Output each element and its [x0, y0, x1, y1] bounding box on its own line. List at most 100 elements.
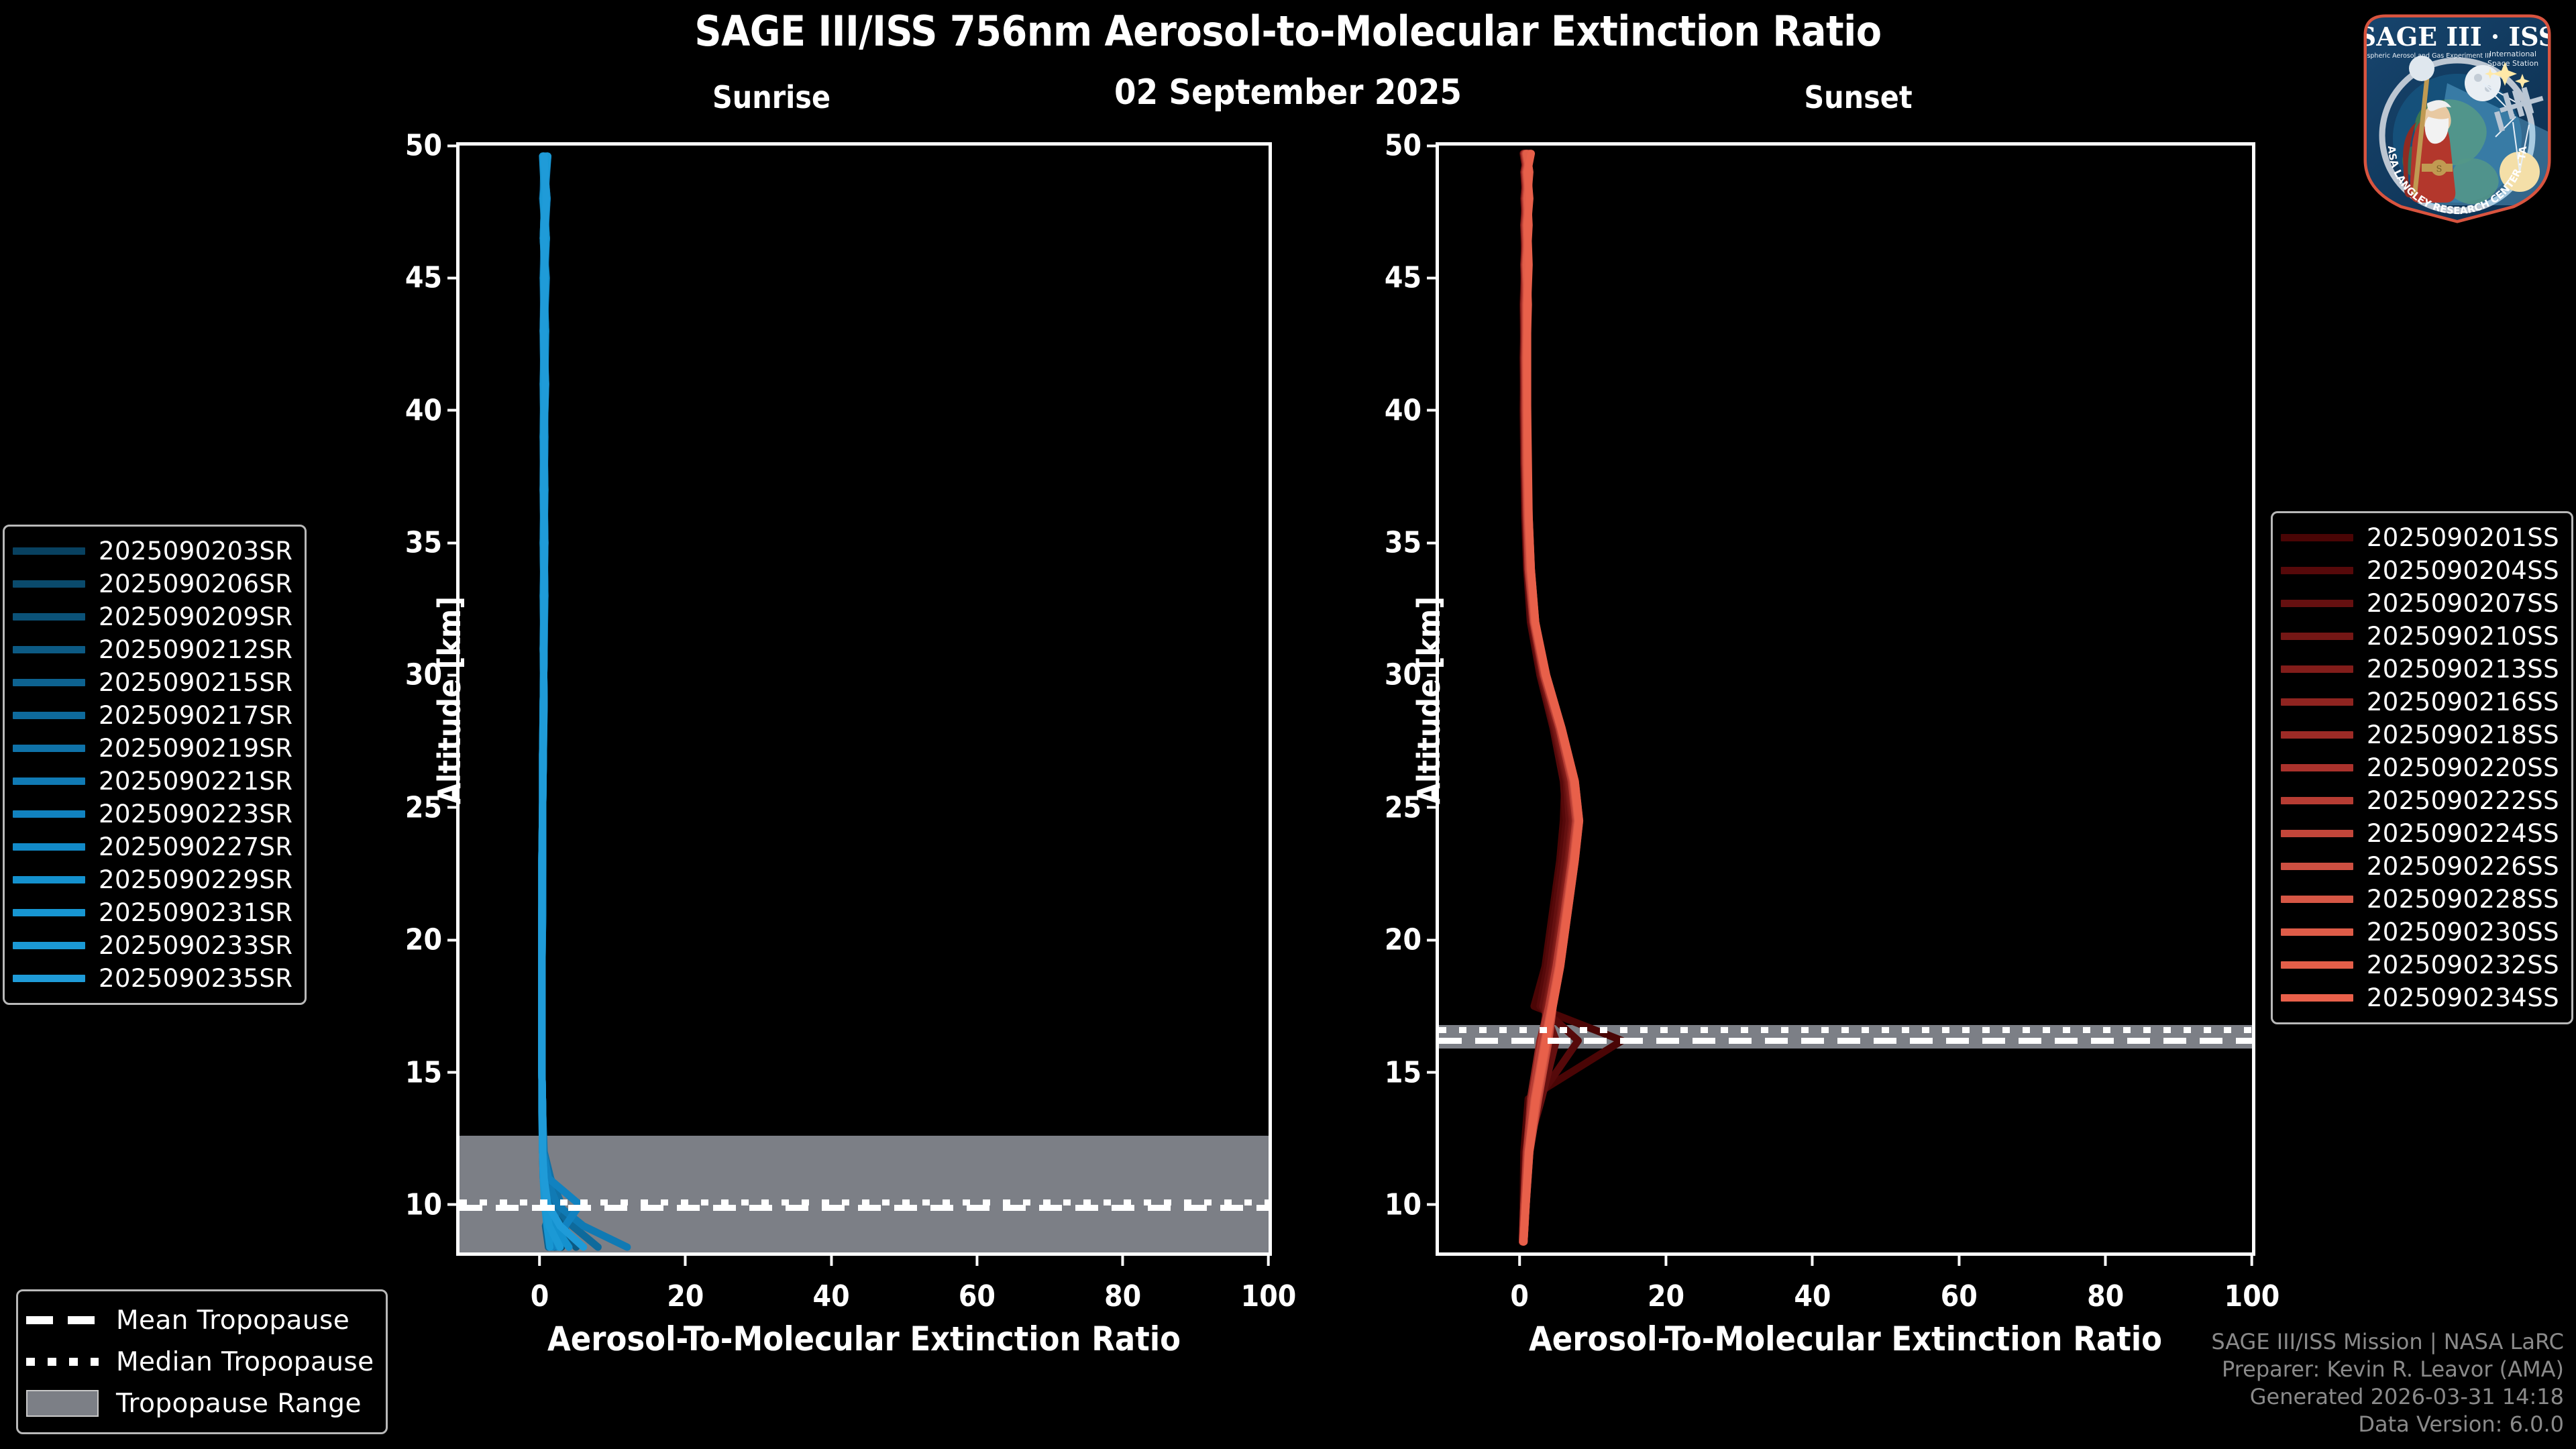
legend-item-2025090224SS[interactable]: 2025090224SS — [2280, 817, 2559, 850]
mean-tropopause-line-icon — [26, 1316, 99, 1324]
legend-label: 2025090231SR — [99, 898, 293, 927]
y-axis-tick-label: 50 — [405, 129, 460, 163]
legend-item-2025090220SS[interactable]: 2025090220SS — [2280, 751, 2559, 784]
legend-item-2025090213SS[interactable]: 2025090213SS — [2280, 653, 2559, 686]
legend-label: 2025090215SR — [99, 668, 293, 697]
svg-text:S: S — [2436, 164, 2443, 174]
legend-item-2025090232SS[interactable]: 2025090232SS — [2280, 949, 2559, 981]
legend-item-2025090230SS[interactable]: 2025090230SS — [2280, 916, 2559, 949]
legend-item-2025090226SS[interactable]: 2025090226SS — [2280, 850, 2559, 883]
y-axis-tick-label: 30 — [405, 658, 460, 692]
legend-label: 2025090204SS — [2366, 556, 2559, 585]
panel-heading-sunset: Sunset — [1804, 79, 1913, 115]
legend-tropopause: Mean Tropopause Median Tropopause Tropop… — [16, 1289, 388, 1434]
x-axis-tick-label: 80 — [1104, 1252, 1141, 1313]
x-axis-tick-label: 0 — [531, 1252, 549, 1313]
legend-color-swatch-icon — [13, 909, 85, 916]
legend-item-2025090234SS[interactable]: 2025090234SS — [2280, 981, 2559, 1014]
legend-item-2025090235SR[interactable]: 2025090235SR — [13, 962, 292, 995]
plot-axes-sunset: 10 15 20 25 30 35 40 45 50 0 20 40 60 80 100 Altitude [… — [1385, 129, 2279, 1359]
legend-label: 2025090220SS — [2366, 753, 2559, 782]
data-curves-sunset — [1519, 150, 1626, 1246]
legend-item-2025090228SS[interactable]: 2025090228SS — [2280, 883, 2559, 916]
y-axis-tick-label: 10 — [405, 1187, 460, 1222]
plot-area-sunset — [1439, 146, 2252, 1252]
legend-item-2025090219SR[interactable]: 2025090219SR — [13, 732, 292, 765]
legend-label: 2025090207SS — [2366, 589, 2559, 618]
legend-item-2025090218SS[interactable]: 2025090218SS — [2280, 718, 2559, 751]
legend-item-2025090233SR[interactable]: 2025090233SR — [13, 929, 292, 962]
legend-item-2025090203SR[interactable]: 2025090203SR — [13, 535, 292, 568]
legend-item-2025090204SS[interactable]: 2025090204SS — [2280, 554, 2559, 587]
legend-color-swatch-icon — [2280, 928, 2353, 936]
legend-item-2025090222SS[interactable]: 2025090222SS — [2280, 784, 2559, 817]
x-axis-tick-label: 80 — [2087, 1252, 2124, 1313]
legend-item-tropopause-range: Tropopause Range — [26, 1383, 374, 1424]
legend-item-2025090216SS[interactable]: 2025090216SS — [2280, 686, 2559, 718]
legend-label: 2025090227SR — [99, 833, 293, 861]
legend-label: 2025090217SR — [99, 701, 293, 730]
legend-label: 2025090221SR — [99, 767, 293, 796]
legend-item-2025090217SR[interactable]: 2025090217SR — [13, 699, 292, 732]
legend-item-2025090212SR[interactable]: 2025090212SR — [13, 633, 292, 666]
legend-color-swatch-icon — [2280, 863, 2353, 870]
legend-item-2025090201SS[interactable]: 2025090201SS — [2280, 521, 2559, 554]
credits-block: SAGE III/ISS Mission | NASA LaRC Prepare… — [2211, 1328, 2564, 1438]
y-axis-tick-label: 20 — [1385, 923, 1439, 957]
tropopause-range-swatch-icon — [26, 1390, 99, 1417]
legend-color-swatch-icon — [13, 646, 85, 653]
legend-item-2025090210SS[interactable]: 2025090210SS — [2280, 620, 2559, 653]
patch-subtitle-left: Stratospheric Aerosol and Gas Experiment… — [2347, 52, 2490, 60]
legend-item-mean-tropopause: Mean Tropopause — [26, 1299, 374, 1341]
plot-area-sunrise — [460, 146, 1269, 1252]
legend-label: 2025090224SS — [2366, 819, 2559, 848]
credits-line-version: Data Version: 6.0.0 — [2358, 1411, 2564, 1438]
legend-item-2025090227SR[interactable]: 2025090227SR — [13, 830, 292, 863]
credits-line-mission: SAGE III/ISS Mission | NASA LaRC — [2211, 1329, 2564, 1355]
legend-color-swatch-icon — [13, 613, 85, 621]
x-axis-label: Aerosol-To-Molecular Extinction Ratio — [1528, 1320, 2163, 1358]
legend-color-swatch-icon — [2280, 600, 2353, 607]
y-axis-tick-label: 35 — [1385, 526, 1439, 560]
legend-color-swatch-icon — [2280, 698, 2353, 706]
legend-item-2025090209SR[interactable]: 2025090209SR — [13, 600, 292, 633]
legend-item-2025090207SS[interactable]: 2025090207SS — [2280, 587, 2559, 620]
panel-heading-sunrise: Sunrise — [712, 79, 831, 115]
legend-color-swatch-icon — [13, 547, 85, 555]
legend-label: Mean Tropopause — [116, 1305, 350, 1336]
x-axis-tick-label: 60 — [1941, 1252, 1978, 1313]
legend-label: 2025090235SR — [99, 964, 293, 993]
y-axis-tick-label: 20 — [405, 923, 460, 957]
legend-item-2025090231SR[interactable]: 2025090231SR — [13, 896, 292, 929]
legend-item-2025090215SR[interactable]: 2025090215SR — [13, 666, 292, 699]
y-axis-label: Altitude [km] — [431, 596, 468, 804]
median-tropopause-line — [1439, 1027, 2252, 1034]
x-axis-tick-label: 100 — [1241, 1252, 1297, 1313]
legend-color-swatch-icon — [2280, 731, 2353, 739]
legend-label: 2025090218SS — [2366, 720, 2559, 749]
legend-item-2025090223SR[interactable]: 2025090223SR — [13, 798, 292, 830]
median-tropopause-line — [460, 1199, 1269, 1205]
legend-color-swatch-icon — [2280, 534, 2353, 541]
legend-label: 2025090213SS — [2366, 655, 2559, 684]
x-axis-tick-label: 100 — [2224, 1252, 2280, 1313]
legend-color-swatch-icon — [13, 745, 85, 752]
plot-axes-sunrise: 10 15 20 25 30 35 40 45 50 0 20 40 60 80 100 Altitude [… — [405, 129, 1296, 1359]
legend-item-2025090229SR[interactable]: 2025090229SR — [13, 863, 292, 896]
legend-label: 2025090232SS — [2366, 951, 2559, 979]
legend-item-2025090206SR[interactable]: 2025090206SR — [13, 568, 292, 600]
legend-color-swatch-icon — [2280, 797, 2353, 804]
y-axis-tick-label: 15 — [1385, 1055, 1439, 1089]
page-title: SAGE III/ISS 756nm Aerosol-to-Molecular … — [694, 7, 1882, 56]
legend-label: Median Tropopause — [116, 1346, 374, 1377]
legend-label: 2025090223SR — [99, 800, 293, 828]
legend-color-swatch-icon — [2280, 961, 2353, 969]
legend-sunrise: 2025090203SR 2025090206SR 2025090209SR 2025… — [3, 525, 307, 1005]
y-axis-tick-label: 30 — [1385, 658, 1439, 692]
legend-color-swatch-icon — [2280, 567, 2353, 574]
legend-color-swatch-icon — [13, 810, 85, 818]
legend-item-2025090221SR[interactable]: 2025090221SR — [13, 765, 292, 798]
legend-label: 2025090212SR — [99, 635, 293, 664]
legend-color-swatch-icon — [13, 712, 85, 719]
y-axis-tick-label: 15 — [405, 1055, 460, 1089]
